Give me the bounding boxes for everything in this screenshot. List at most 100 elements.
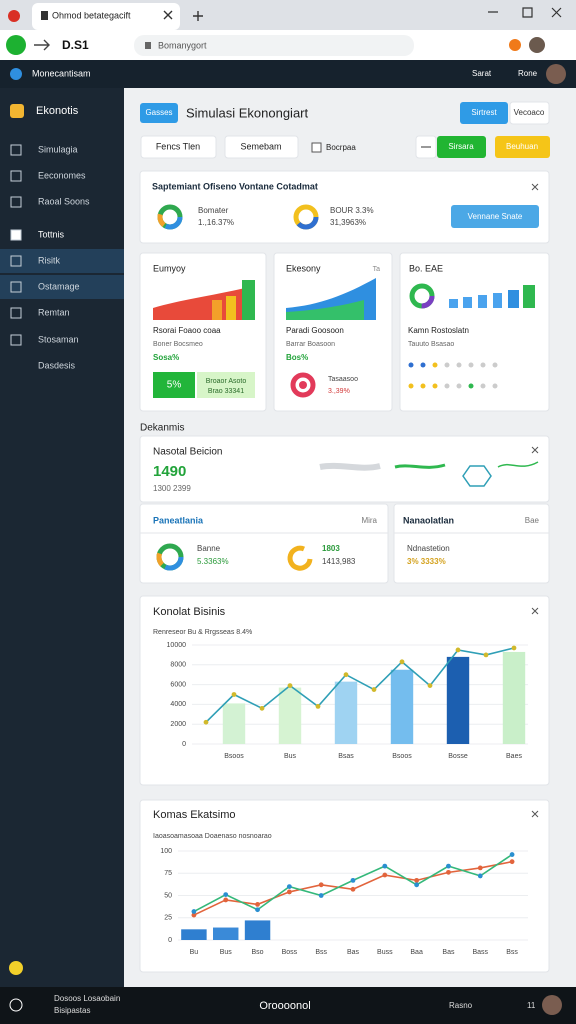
point — [511, 645, 517, 651]
card-line: Tauuto Bsasao — [408, 341, 454, 348]
sidebar-title: Ekonotis — [36, 105, 79, 117]
point — [455, 647, 461, 653]
x-tick-label: Boss — [282, 949, 298, 956]
x-tick-label: Bss — [506, 949, 518, 956]
bar — [502, 651, 526, 744]
point — [483, 652, 489, 658]
y-tick-label: 75 — [164, 870, 172, 877]
tab-title: Ohmod betategacift — [52, 10, 131, 20]
button-text: Semebam — [240, 141, 281, 151]
back-button[interactable] — [6, 35, 26, 55]
button-text: Sirsara — [448, 142, 474, 151]
card-title: Nanaolatlan — [403, 515, 454, 525]
toolbar-button[interactable] — [224, 135, 299, 159]
y-tick-label: 25 — [164, 915, 172, 922]
checkbox[interactable] — [311, 142, 322, 153]
forward-button[interactable] — [34, 39, 50, 51]
point — [414, 877, 420, 883]
card-title: Eumyoy — [153, 263, 186, 273]
card-tag: Bae — [525, 516, 540, 525]
y-tick-label: 6000 — [170, 681, 186, 688]
split-card — [393, 503, 550, 584]
tab-controls[interactable] — [163, 10, 203, 21]
x-tick-label: Bso — [252, 949, 264, 956]
footer-title: Oroooonol — [259, 1000, 310, 1012]
point — [509, 859, 515, 865]
help-button[interactable] — [9, 961, 23, 975]
sidebar-item: Remtan — [38, 307, 70, 317]
point — [477, 873, 483, 879]
sidebar-icons — [10, 144, 22, 346]
stat-label: Banne — [197, 544, 221, 553]
taskbar-avatar[interactable] — [542, 995, 562, 1015]
card-button[interactable] — [451, 205, 539, 228]
action-button[interactable] — [509, 101, 550, 125]
split-card — [139, 503, 389, 584]
point — [382, 872, 388, 878]
bar — [244, 920, 271, 940]
note-text: 3.,39% — [328, 388, 350, 395]
badge-text: 5% — [167, 380, 182, 391]
primary-button[interactable] — [437, 136, 486, 158]
card-title: Nasotal Beicion — [153, 447, 222, 458]
window-controls[interactable] — [488, 7, 562, 18]
x-tick-label: Baes — [506, 753, 522, 760]
chart-title: Komas Ekatsimo — [153, 809, 236, 821]
bar — [278, 687, 302, 744]
x-tick-label: Bsoos — [224, 753, 244, 760]
tab-icon — [41, 11, 48, 20]
point — [223, 892, 229, 898]
sidebar-item: Eeconomes — [38, 170, 86, 180]
chart-title: Konolat Bisinis — [153, 606, 226, 618]
extension-icon[interactable] — [509, 39, 521, 51]
point — [446, 863, 451, 869]
avatar[interactable] — [529, 37, 545, 53]
toolbar-button[interactable] — [140, 135, 217, 159]
point — [259, 705, 265, 711]
note-box — [197, 372, 255, 398]
point — [286, 889, 292, 895]
tab[interactable] — [32, 3, 180, 30]
chart-card — [139, 799, 550, 973]
stat-sub: 1300 2399 — [153, 484, 191, 493]
x-tick-label: Bus — [220, 949, 233, 956]
user-avatar[interactable] — [546, 64, 566, 84]
url-field[interactable] — [134, 35, 414, 56]
point — [509, 852, 515, 857]
section-label: Dekanmis — [140, 423, 184, 434]
point — [318, 882, 324, 888]
point — [350, 886, 356, 892]
close-icons[interactable] — [531, 183, 539, 818]
button-text: Fencs Tlen — [156, 141, 200, 151]
point — [343, 672, 349, 678]
bar — [390, 669, 414, 744]
browser-icon — [8, 10, 20, 22]
card-line: Paradi Goosoon — [286, 326, 344, 335]
taskbar-icon[interactable] — [9, 998, 23, 1012]
x-tick-label: Bu — [190, 949, 199, 956]
point — [287, 683, 293, 688]
card-title: Paneatlania — [153, 515, 204, 525]
card-tag: Mira — [361, 516, 377, 525]
action-button[interactable] — [460, 102, 508, 124]
app-logo — [10, 68, 22, 80]
action-text: Sirtrest — [471, 108, 497, 117]
line — [205, 647, 515, 723]
sparklines — [319, 461, 539, 487]
stat-value: 31,3963% — [330, 218, 366, 227]
badge — [153, 372, 195, 398]
secondary-button[interactable] — [495, 136, 550, 158]
action-text: Vecoaco — [514, 108, 545, 117]
badge — [140, 103, 178, 123]
footer-text: Rasno — [449, 1001, 473, 1010]
point — [255, 907, 260, 913]
sidebar-item: Raoal Soons — [38, 196, 90, 206]
badge-text: Gasses — [145, 108, 172, 117]
header-action: Rone — [518, 69, 538, 78]
url: Bomanygort — [158, 40, 207, 50]
point — [203, 719, 209, 725]
x-tick-label: Buss — [377, 949, 393, 956]
stat-label: Ndnastetion — [407, 544, 450, 553]
y-tick-label: 2000 — [170, 721, 186, 728]
sidebar-active — [0, 249, 124, 273]
